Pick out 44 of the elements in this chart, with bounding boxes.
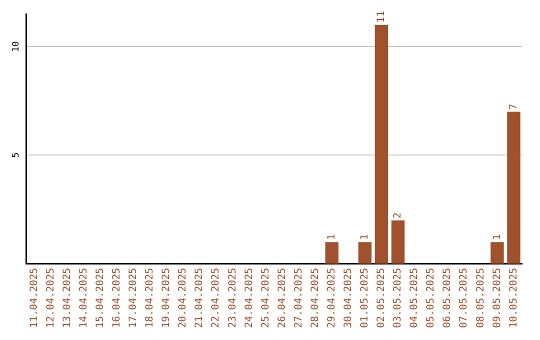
x-tick-label: 10.05.2025 bbox=[508, 268, 520, 328]
x-tick-label: 09.05.2025 bbox=[492, 268, 503, 328]
x-tick-label: 04.05.2025 bbox=[409, 268, 420, 328]
bar bbox=[391, 220, 405, 264]
x-tick-label: 27.04.2025 bbox=[293, 268, 304, 328]
x-tick-label: 16.04.2025 bbox=[112, 268, 123, 328]
bar bbox=[490, 242, 504, 264]
x-tick-label: 13.04.2025 bbox=[62, 268, 73, 328]
x-tick-label: 23.04.2025 bbox=[227, 268, 238, 328]
x-tick-label: 18.04.2025 bbox=[144, 268, 156, 328]
data-label: 11 bbox=[376, 10, 388, 23]
data-label: 7 bbox=[508, 104, 520, 110]
x-tick-label: 25.04.2025 bbox=[260, 268, 272, 328]
data-label: 1 bbox=[360, 234, 371, 240]
x-tick-label: 05.05.2025 bbox=[426, 268, 437, 328]
x-tick-label: 07.05.2025 bbox=[458, 268, 470, 328]
x-tick-label: 21.04.2025 bbox=[194, 268, 206, 328]
x-tick-label: 11.04.2025 bbox=[28, 268, 40, 328]
x-tick-label: 12.04.2025 bbox=[45, 268, 56, 328]
x-tick-label: 17.04.2025 bbox=[128, 268, 140, 328]
bar bbox=[374, 24, 388, 264]
data-label: 1 bbox=[326, 234, 338, 240]
y-tick-label: 10 bbox=[11, 41, 22, 52]
x-tick-label: 26.04.2025 bbox=[276, 268, 288, 328]
data-label: 1 bbox=[492, 234, 503, 240]
bar bbox=[507, 112, 520, 264]
x-tick-label: 02.05.2025 bbox=[376, 268, 388, 328]
x-tick-label: 30.04.2025 bbox=[342, 268, 354, 328]
x-tick-label: 01.05.2025 bbox=[360, 268, 371, 328]
x-tick-label: 14.04.2025 bbox=[78, 268, 90, 328]
x-tick-label: 03.05.2025 bbox=[392, 268, 404, 328]
y-tick-label: 5 bbox=[11, 152, 22, 158]
bar bbox=[358, 242, 372, 264]
x-tick-label: 20.04.2025 bbox=[178, 268, 189, 328]
x-tick-label: 24.04.2025 bbox=[244, 268, 255, 328]
x-tick-label: 08.05.2025 bbox=[475, 268, 486, 328]
x-tick-label: 29.04.2025 bbox=[326, 268, 338, 328]
x-tick-label: 15.04.2025 bbox=[94, 268, 106, 328]
bar bbox=[325, 242, 338, 264]
data-label: 2 bbox=[392, 212, 404, 218]
x-tick-label: 06.05.2025 bbox=[442, 268, 454, 328]
x-tick-label: 22.04.2025 bbox=[210, 268, 222, 328]
x-tick-label: 28.04.2025 bbox=[310, 268, 321, 328]
x-tick-label: 19.04.2025 bbox=[161, 268, 172, 328]
